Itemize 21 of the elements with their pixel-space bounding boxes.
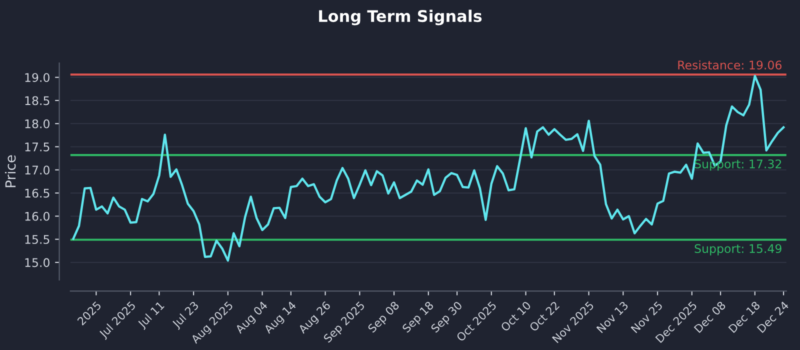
x-tick-label: Nov 25 (630, 300, 663, 334)
ref-line-label: Resistance: 19.06 (678, 60, 782, 70)
y-tick-label: 18.0 (25, 119, 50, 128)
ref-line-label: Support: 15.49 (694, 244, 782, 256)
y-tick-label: 15.5 (25, 235, 50, 244)
x-tick-label: Jul 23 (171, 300, 200, 330)
x-tick-label: Oct 10 (500, 300, 532, 332)
x-tick-label: Sep 08 (367, 300, 402, 335)
y-tick-label: 17.5 (25, 142, 50, 152)
chart-title: Long Term Signals (319, 10, 482, 26)
line-series (72, 74, 785, 262)
x-tick-label: Jul 11 (136, 300, 166, 330)
y-axis-title: Price (4, 155, 16, 188)
y-tick-label: 15.0 (25, 258, 50, 268)
y-tick-label: 18.5 (25, 96, 50, 106)
y-tick-label: 16.5 (25, 188, 50, 198)
y-tick-label: 16.0 (25, 212, 50, 221)
x-tick-label: Nov 13 (596, 300, 629, 334)
y-tick-label: 17.0 (25, 166, 50, 175)
x-tick-label: Oct 22 (528, 301, 560, 332)
y-tick-label: 19.0 (25, 73, 50, 82)
